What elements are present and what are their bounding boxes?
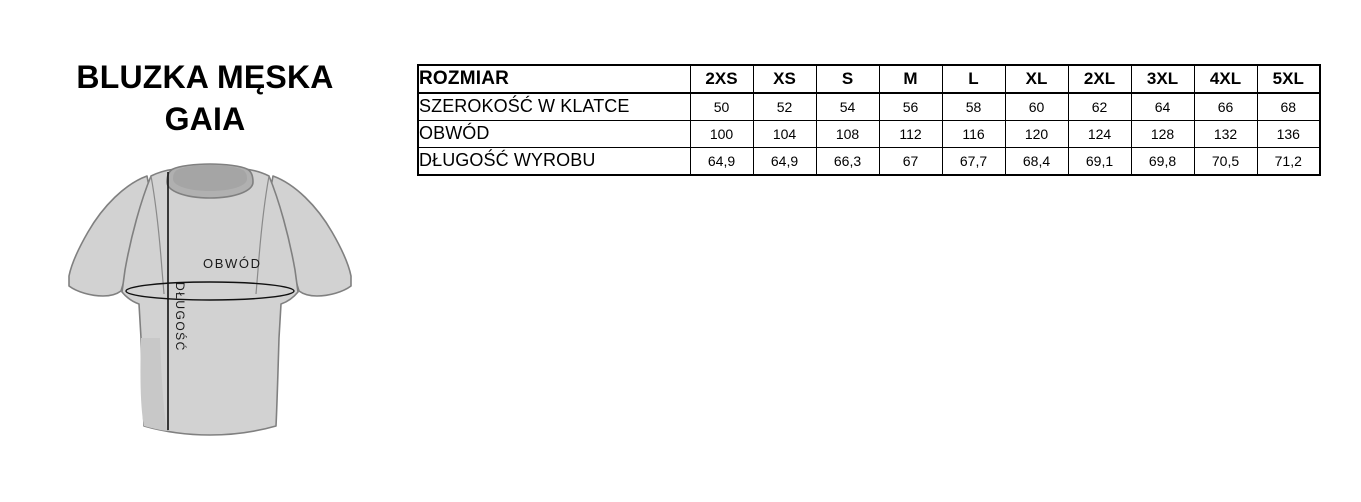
table-row: SZEROKOŚĆ W KLATCE 50 52 54 56 58 60 62 64 66 68 [417,92,1321,121]
page-title: BLUZKA MĘSKA GAIA [0,56,410,140]
right-shoulder-seam [255,175,270,295]
column-header-size-4xl: 4XL [1193,64,1258,94]
measurement-value: 66,3 [815,147,880,176]
size-chart-table: ROZMIAR 2XS XS S M L XL 2XL 3XL 4XL 5XL SZEROKOŚĆ W… [417,64,1321,176]
measurement-name: OBWÓD [417,120,691,148]
measurement-value: 70,5 [1193,147,1258,176]
column-header-size-5xl: 5XL [1256,64,1321,94]
measurement-value: 67 [878,147,943,176]
measurement-value: 54 [815,92,880,121]
table-header-row: ROZMIAR 2XS XS S M L XL 2XL 3XL 4XL 5XL [417,64,1321,94]
measurement-value: 108 [815,120,880,148]
measurement-value: 104 [752,120,817,148]
shirt-body [121,168,299,436]
measurement-value: 50 [689,92,754,121]
tshirt-diagram: OBWÓD DŁUGOŚĆ [55,158,365,448]
measurement-name: SZEROKOŚĆ W KLATCE [417,92,691,121]
measurement-value: 112 [878,120,943,148]
measurement-value: 100 [689,120,754,148]
measurement-value: 116 [941,120,1006,148]
measurement-value: 64,9 [689,147,754,176]
measurement-value: 68 [1256,92,1321,121]
measurement-value: 64 [1130,92,1195,121]
measurement-value: 66 [1193,92,1258,121]
circumference-label: OBWÓD [203,256,262,271]
measurement-value: 58 [941,92,1006,121]
measurement-value: 52 [752,92,817,121]
left-shoulder-seam [150,175,165,295]
measurement-value: 67,7 [941,147,1006,176]
measurement-value: 124 [1067,120,1132,148]
collar-inner [173,165,247,191]
circumference-measure-ellipse [125,281,295,301]
column-header-size-3xl: 3XL [1130,64,1195,94]
column-header-size-m: M [878,64,943,94]
page-title-line-2: GAIA [164,101,246,138]
column-header-size-2xs: 2XS [689,64,754,94]
measurement-value: 62 [1067,92,1132,121]
column-header-measurement: ROZMIAR [417,64,691,94]
column-header-size-l: L [941,64,1006,94]
measurement-value: 56 [878,92,943,121]
column-header-size-xs: XS [752,64,817,94]
size-chart-table-container: ROZMIAR 2XS XS S M L XL 2XL 3XL 4XL 5XL SZEROKOŚĆ W… [417,64,1321,176]
table-row: DŁUGOŚĆ WYROBU 64,9 64,9 66,3 67 67,7 68,4 69,1… [417,147,1321,176]
measurement-value: 128 [1130,120,1195,148]
measurement-value: 69,8 [1130,147,1195,176]
measurement-value: 68,4 [1004,147,1069,176]
measurement-name: DŁUGOŚĆ WYROBU [417,147,691,176]
length-label: DŁUGOŚĆ [173,282,187,352]
measurement-value: 71,2 [1256,147,1321,176]
measurement-value: 64,9 [752,147,817,176]
left-body-shading [140,338,167,431]
table-row: OBWÓD 100 104 108 112 116 120 124 128 132 136 [417,120,1321,148]
column-header-size-xl: XL [1004,64,1069,94]
measurement-value: 136 [1256,120,1321,148]
column-header-size-2xl: 2XL [1067,64,1132,94]
tshirt-illustration [68,163,352,436]
column-header-size-s: S [815,64,880,94]
measurement-value: 60 [1004,92,1069,121]
product-panel: BLUZKA MĘSKA GAIA OBWÓD DŁUGOŚĆ [0,0,410,502]
page-title-line-1: BLUZKA MĘSKA [76,59,334,95]
measurement-value: 132 [1193,120,1258,148]
measurement-value: 69,1 [1067,147,1132,176]
measurement-value: 120 [1004,120,1069,148]
